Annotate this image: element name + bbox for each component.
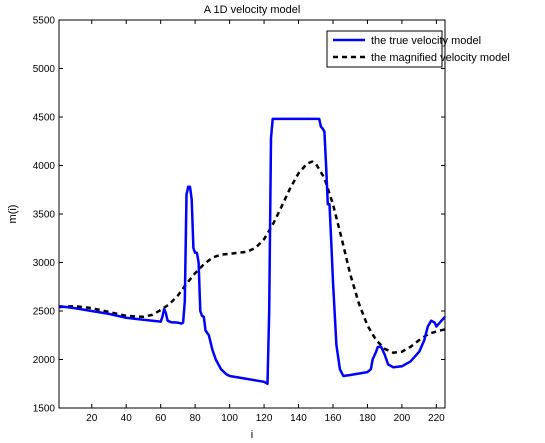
y-tick-label: 5000 <box>33 64 56 75</box>
x-tick-label: 80 <box>190 413 202 424</box>
x-tick-label: 20 <box>86 413 98 424</box>
x-tick-label: 160 <box>325 413 342 424</box>
series-line-magnified-model <box>58 160 446 354</box>
y-axis-label: m(i) <box>7 205 19 224</box>
y-tick-label: 4500 <box>33 113 56 124</box>
x-axis: 20 40 60 80 100 120 140 160 180 200 220 <box>86 20 445 424</box>
y-tick-label: 3500 <box>33 210 56 221</box>
legend-label-true-model: the true velocity model <box>371 35 481 47</box>
x-tick-label: 200 <box>394 413 411 424</box>
x-tick-label: 100 <box>221 413 238 424</box>
y-tick-label: 2500 <box>33 307 56 318</box>
x-tick-label: 140 <box>290 413 307 424</box>
y-tick-label: 3000 <box>33 258 56 269</box>
x-tick-label: 60 <box>155 413 167 424</box>
x-tick-label: 120 <box>256 413 273 424</box>
y-tick-label: 2000 <box>33 355 56 366</box>
legend-label-magnified-model: the magnified velocity model <box>371 52 510 64</box>
chart-title: A 1D velocity model <box>204 4 301 16</box>
legend: the true velocity model the magnified ve… <box>326 30 510 68</box>
y-axis: 1500 2000 2500 3000 3500 4000 4500 5000 5500 <box>33 16 445 415</box>
x-tick-label: 220 <box>428 413 445 424</box>
legend-box <box>326 30 443 68</box>
series-line-true-model <box>58 117 446 386</box>
y-tick-label: 4000 <box>33 161 56 172</box>
x-tick-label: 180 <box>359 413 376 424</box>
x-axis-label: i <box>251 429 253 441</box>
y-tick-label: 1500 <box>33 404 56 415</box>
x-tick-label: 40 <box>121 413 133 424</box>
y-tick-label: 5500 <box>33 16 56 27</box>
series-layer <box>58 117 446 386</box>
